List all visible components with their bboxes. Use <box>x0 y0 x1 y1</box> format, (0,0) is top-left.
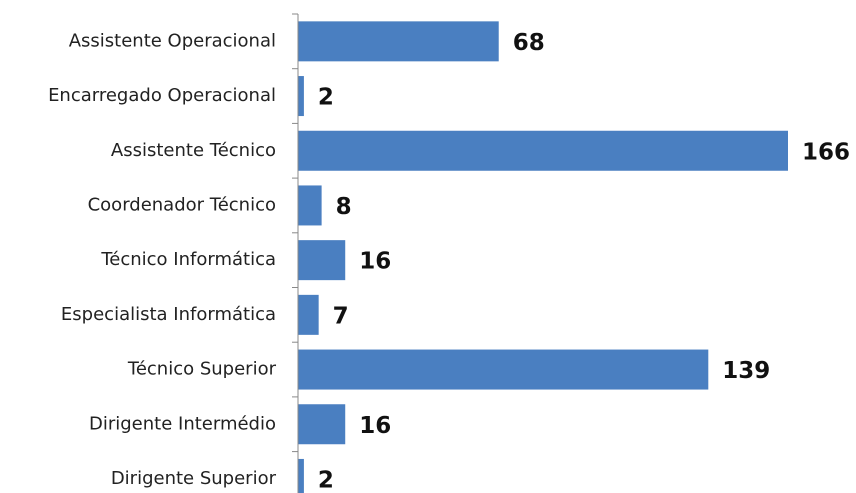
value-label: 166 <box>802 139 850 165</box>
value-label: 7 <box>333 303 349 329</box>
category-label: Encarregado Operacional <box>48 85 276 106</box>
bar <box>298 130 788 171</box>
bar <box>298 240 346 281</box>
value-label: 2 <box>318 85 334 111</box>
value-label: 68 <box>513 30 545 56</box>
bar <box>298 458 304 493</box>
bar <box>298 294 319 335</box>
category-label: Técnico Superior <box>127 359 277 380</box>
category-label: Técnico Informática <box>100 249 276 270</box>
value-label: 16 <box>359 413 391 439</box>
value-label: 139 <box>722 358 770 384</box>
category-label: Assistente Técnico <box>111 140 276 161</box>
category-label: Especialista Informática <box>61 304 276 325</box>
value-label: 2 <box>318 467 334 493</box>
bar <box>298 404 346 445</box>
bar <box>298 185 322 226</box>
value-label: 8 <box>336 194 352 220</box>
category-label: Dirigente Intermédio <box>89 413 276 434</box>
bar <box>298 21 499 62</box>
bar <box>298 76 304 117</box>
category-label: Assistente Operacional <box>69 30 276 51</box>
category-label: Dirigente Superior <box>111 468 277 489</box>
value-label: 16 <box>359 249 391 275</box>
category-label: Coordenador Técnico <box>88 194 276 215</box>
bar <box>298 349 709 390</box>
